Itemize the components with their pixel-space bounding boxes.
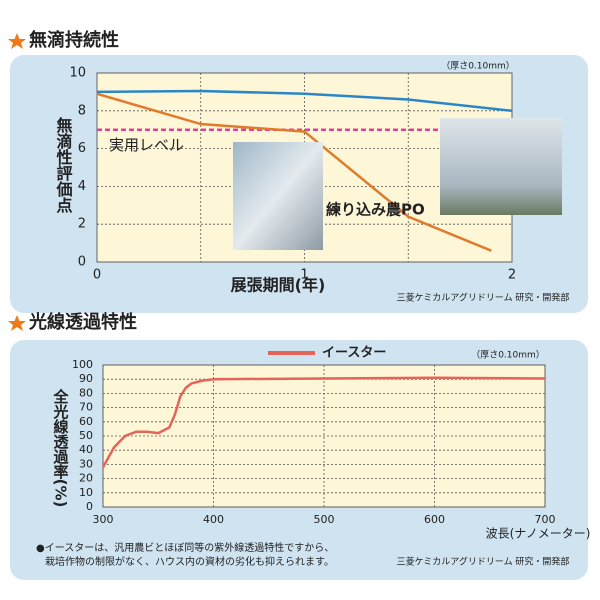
photo: [440, 118, 562, 215]
footnote: 栽培作物の制限がなく、ハウス内の資材の劣化も抑えられます。: [45, 555, 334, 568]
y-tick-label: 100: [72, 358, 93, 371]
reference-label: 実用レベル: [109, 136, 184, 154]
y-tick-label: 20: [79, 472, 93, 485]
y-tick-label: 6: [78, 141, 86, 156]
y-tick-label: 60: [79, 415, 93, 428]
series-label: 練り込み農PO: [326, 201, 425, 219]
y-tick-label: 90: [79, 372, 93, 385]
series-line: [96, 92, 492, 252]
x-axis-label: 波長(ナノメーター): [486, 527, 591, 541]
x-tick-label: 1: [300, 268, 308, 283]
y-axis-label: 無滴性評価点: [54, 116, 74, 214]
star-icon: [8, 33, 26, 49]
section-heading: 無滴持続性: [29, 29, 119, 51]
x-axis-label: 展張期間(年): [231, 276, 326, 295]
y-tick-label: 80: [79, 386, 93, 399]
overlay: 練り込み農PO イースター: [268, 201, 425, 361]
series-line: [96, 89, 513, 113]
y-axis-label: 全光線透過率(%): [52, 388, 70, 508]
y-tick-label: 30: [79, 457, 93, 470]
y-tick-label: 0: [78, 255, 86, 270]
section-heading: 光線透過特性: [28, 311, 137, 333]
y-tick-label: 8: [78, 103, 86, 118]
y-tick-label: 10: [69, 66, 86, 81]
note: （厚さ0.10mm）: [441, 61, 515, 72]
y-tick-label: 4: [78, 179, 86, 194]
y-tick-label: 0: [86, 500, 93, 513]
source: 三菱ケミカルアグリドリーム 研究・開発部: [397, 556, 570, 568]
y-tick-label: 2: [78, 217, 86, 232]
series-line: [101, 376, 546, 468]
x-tick-label: 0: [93, 268, 101, 283]
x-tick-label: 700: [535, 513, 556, 526]
photo: [233, 142, 323, 250]
source: 三菱ケミカルアグリドリーム 研究・開発部: [397, 292, 570, 304]
x-tick-label: 600: [424, 513, 445, 526]
y-tick-label: 40: [79, 443, 93, 456]
y-tick-label: 50: [79, 429, 93, 442]
note: （厚さ0.10mm）: [471, 350, 545, 361]
y-tick-label: 70: [79, 401, 93, 414]
star-icon: [8, 315, 26, 331]
x-tick-label: 400: [203, 513, 224, 526]
x-tick-label: 300: [93, 513, 114, 526]
x-tick-label: 2: [508, 268, 516, 283]
legend-label: イースター: [322, 346, 386, 361]
footnote: ●イースターは、汎用農ビとほぼ同等の紫外線透過特性ですから、: [36, 541, 334, 554]
y-tick-label: 10: [79, 486, 93, 499]
x-tick-label: 500: [314, 513, 335, 526]
